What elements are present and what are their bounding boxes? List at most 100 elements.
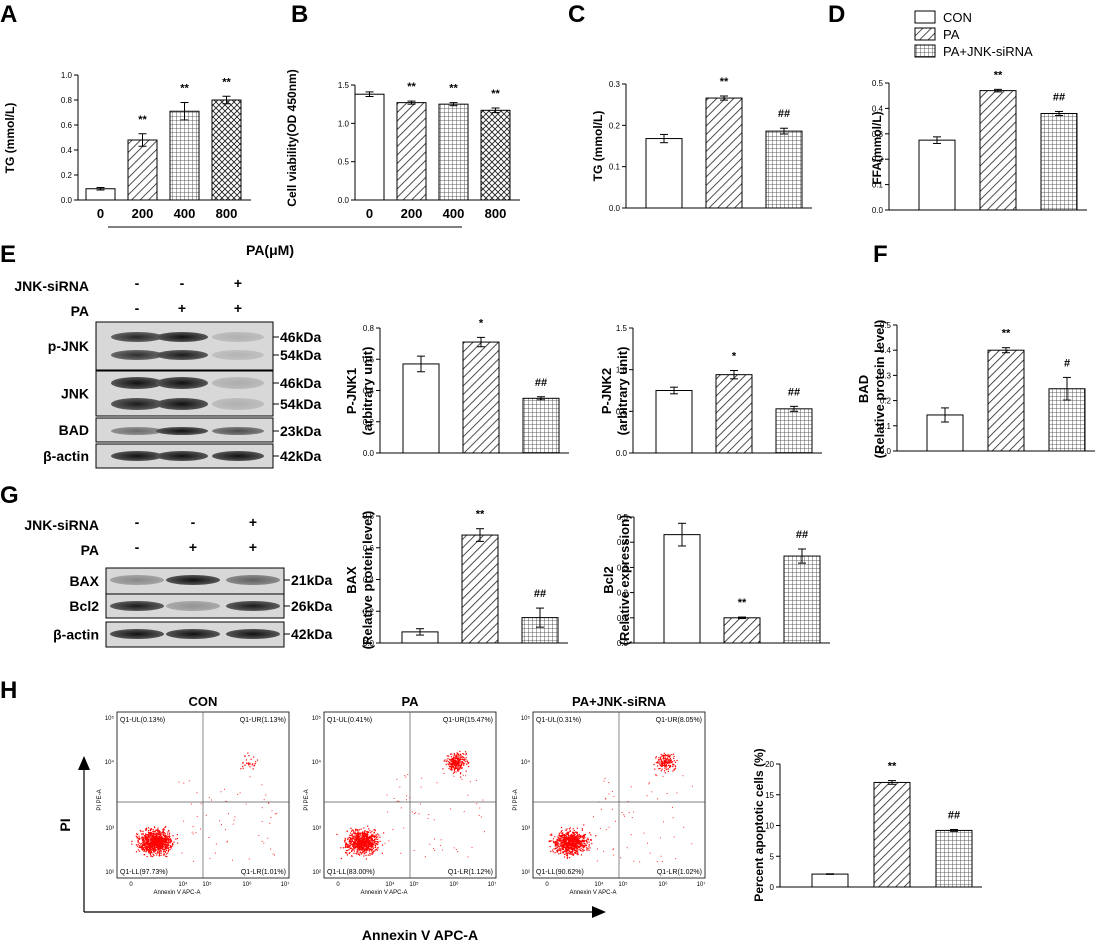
flow-dot: [567, 848, 569, 850]
bar: [715, 374, 753, 454]
flow-dot: [152, 835, 154, 837]
flow-dot: [572, 834, 574, 836]
y-tick-label: 0.0: [363, 449, 375, 458]
flow-dot: [143, 849, 145, 852]
flow-dot: [156, 829, 158, 831]
flow-dot: [250, 758, 252, 760]
flow-dot: [569, 837, 571, 840]
flow-dot: [143, 840, 145, 842]
flow-dot: [569, 843, 572, 845]
flow-dot: [550, 850, 552, 852]
flow-dot: [140, 843, 142, 845]
flow-dot: [452, 760, 454, 762]
flow-dot: [154, 836, 156, 838]
flow-dot: [155, 829, 157, 831]
flow-dot: [451, 759, 454, 761]
significance-label: **: [180, 83, 189, 95]
flow-dot: [571, 837, 573, 839]
flow-dot: [551, 840, 553, 842]
flow-dot: [466, 761, 469, 763]
blot-row-label: JNK: [61, 386, 89, 402]
flow-dot: [225, 829, 227, 831]
flow-dot: [453, 761, 455, 763]
flow-dot: [162, 834, 165, 837]
flow-dot: [457, 763, 460, 765]
flow-dot: [352, 845, 354, 847]
flow-dot: [166, 842, 168, 844]
flow-dot: [458, 758, 460, 760]
flow-dot: [406, 795, 408, 797]
flow-dot: [424, 856, 426, 858]
flow-dot: [571, 841, 573, 843]
flow-dot: [582, 836, 584, 838]
flow-dot: [366, 832, 368, 834]
flow-dot: [364, 841, 366, 843]
flow-dot: [355, 838, 357, 840]
flow-dot: [150, 851, 152, 854]
flow-dot: [369, 835, 371, 837]
flow-dot: [363, 832, 366, 835]
flow-dot: [146, 841, 148, 843]
flow-dot: [368, 831, 370, 833]
flow-dot: [362, 838, 364, 840]
flow-dot: [569, 848, 572, 850]
blot-band: [226, 575, 280, 585]
flow-dot: [150, 848, 152, 850]
flow-dot: [360, 845, 362, 847]
flow-dot: [361, 843, 363, 845]
flow-plot-title: CON: [189, 694, 218, 709]
flow-dot: [148, 833, 150, 836]
flow-dot: [560, 834, 562, 837]
flow-dot: [138, 842, 140, 844]
flow-dot: [405, 799, 407, 801]
flow-dot: [659, 837, 661, 839]
flow-dot: [160, 839, 163, 841]
flow-dot: [376, 842, 378, 845]
flow-dot: [349, 852, 351, 854]
flow-dot: [572, 849, 574, 851]
flow-dot: [345, 849, 347, 852]
flow-dot: [448, 758, 451, 761]
flow-dot: [561, 829, 563, 832]
flow-dot: [566, 855, 568, 857]
significance-label: ##: [788, 386, 800, 398]
flow-dot: [359, 841, 361, 843]
flow-dot: [568, 836, 570, 838]
flow-dot: [665, 767, 667, 769]
flow-dot: [363, 839, 365, 842]
quadrant-label-ll: Q1-LL(97.73%): [120, 869, 168, 876]
flow-dot: [154, 830, 156, 832]
flow-dot: [157, 852, 159, 854]
significance-label: **: [449, 83, 458, 95]
flow-dot: [457, 768, 460, 770]
flow-dot: [248, 858, 250, 860]
flow-dot: [142, 844, 144, 846]
y-tick-label: 0.3: [880, 371, 892, 380]
flow-dot: [354, 845, 357, 847]
flow-dot: [442, 768, 444, 770]
blot-band: [111, 398, 163, 410]
flow-dot: [451, 753, 453, 755]
treatment-label: PA: [71, 303, 89, 319]
blot-band: [156, 350, 208, 360]
flow-dot: [139, 846, 141, 848]
flow-dot: [569, 841, 572, 843]
flow-dot: [570, 843, 572, 845]
flow-dot: [572, 847, 574, 849]
flow-dot: [356, 850, 359, 852]
x-category-label: 0: [366, 206, 373, 221]
flow-dot: [359, 838, 361, 840]
flow-dot: [452, 759, 454, 761]
flow-dot: [364, 835, 366, 838]
flow-dot: [172, 843, 174, 846]
flow-dot: [351, 849, 353, 852]
flow-dot: [589, 847, 591, 849]
flow-dot: [581, 840, 584, 842]
flow-dot: [240, 768, 242, 770]
flow-dot: [665, 754, 667, 757]
flow-dot: [657, 798, 659, 800]
flow-dot: [149, 850, 151, 852]
flow-dot: [588, 849, 590, 851]
flow-dot: [167, 850, 170, 852]
flow-dot: [558, 847, 560, 850]
